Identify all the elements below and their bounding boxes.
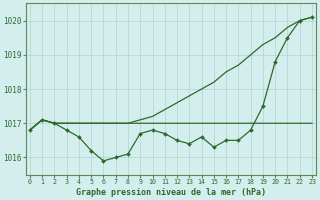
X-axis label: Graphe pression niveau de la mer (hPa): Graphe pression niveau de la mer (hPa) (76, 188, 266, 197)
